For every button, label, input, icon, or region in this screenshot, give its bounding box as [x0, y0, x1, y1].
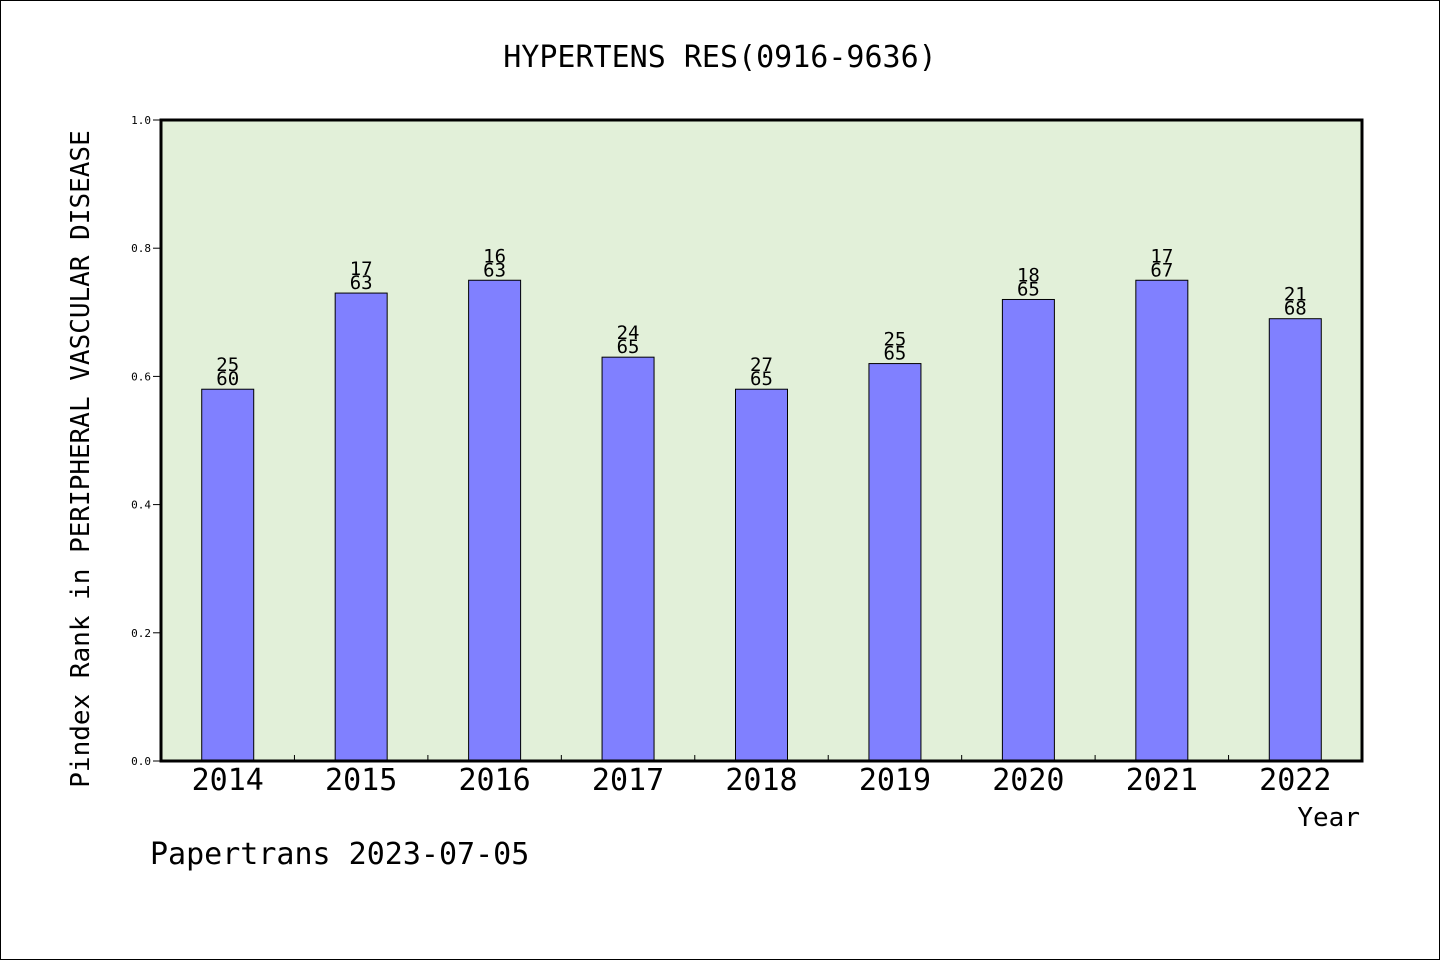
bar-rank-label: 17 — [1150, 245, 1173, 267]
bar-total-label: 65 — [1017, 278, 1040, 300]
x-tick-label: 2016 — [458, 763, 530, 798]
x-tick-label: 2019 — [859, 763, 931, 798]
y-tick-label: 0.8 — [131, 242, 151, 255]
y-tick-label: 0.4 — [131, 499, 151, 512]
bar — [1001, 298, 1055, 762]
bar — [334, 292, 388, 762]
bar-total-label: 65 — [883, 343, 906, 365]
bar-rank-label: 25 — [883, 329, 906, 351]
x-tick-label: 2014 — [192, 763, 264, 798]
x-axis-label: Year — [1297, 803, 1360, 833]
x-tick-label: 2022 — [1259, 763, 1331, 798]
x-tick-label: 2020 — [992, 763, 1064, 798]
x-tick-label: 2018 — [725, 763, 797, 798]
bar-total-label: 63 — [350, 272, 373, 294]
bar-rank-label: 27 — [750, 354, 773, 376]
y-tick-label: 0.6 — [131, 370, 151, 383]
bar-rank-label: 18 — [1017, 264, 1040, 286]
bar-rank-label: 24 — [617, 322, 640, 344]
x-tick-label: 2021 — [1126, 763, 1198, 798]
y-tick-label: 0.2 — [131, 627, 151, 640]
bar-total-label: 65 — [750, 368, 773, 390]
bar-total-label: 60 — [216, 368, 239, 390]
bar — [1268, 318, 1322, 762]
bar — [735, 388, 788, 762]
bar — [868, 363, 922, 762]
footer-text: Papertrans 2023-07-05 — [150, 837, 529, 872]
bar — [201, 388, 255, 762]
bar-rank-label: 25 — [216, 354, 239, 376]
bar-total-label: 65 — [617, 336, 640, 358]
bar-total-label: 68 — [1284, 298, 1307, 320]
chart-title: HYPERTENS RES(0916-9636) — [503, 40, 936, 75]
x-tick-label: 2015 — [325, 763, 397, 798]
y-axis-label: Pindex Rank in PERIPHERAL VASCULAR DISEA… — [66, 130, 96, 787]
y-tick-label: 0.0 — [131, 755, 151, 768]
bar-total-label: 63 — [483, 259, 506, 281]
bar-total-label: 67 — [1150, 259, 1173, 281]
bar — [601, 356, 655, 762]
bar-rank-label: 17 — [350, 258, 373, 280]
x-tick-label: 2017 — [592, 763, 664, 798]
y-tick-label: 1.0 — [131, 114, 151, 127]
bar-rank-label: 21 — [1284, 284, 1307, 306]
bar — [1135, 279, 1189, 762]
plot-border — [159, 118, 1364, 763]
bar — [468, 279, 522, 762]
bar-rank-label: 16 — [483, 245, 506, 267]
